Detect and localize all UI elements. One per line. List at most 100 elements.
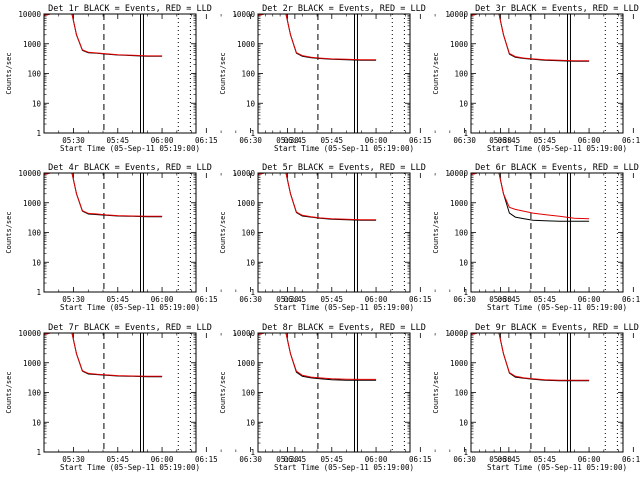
y-tick-label: 10 xyxy=(246,99,256,108)
plot-frame xyxy=(470,172,624,293)
plot-area xyxy=(258,173,405,292)
plot-frame xyxy=(257,13,411,134)
plot-frame xyxy=(43,13,197,134)
x-tick-label: 06:30 xyxy=(453,455,476,464)
y-tick-label: 100 xyxy=(27,389,41,398)
y-tick-label: 1 xyxy=(250,448,255,457)
y-tick-label: 1000 xyxy=(450,199,469,208)
lld-series-line xyxy=(471,173,590,220)
y-tick-label: 1000 xyxy=(23,359,42,368)
y-tick-label: 1000 xyxy=(23,199,42,208)
x-tick-label: 06:00 xyxy=(578,295,601,304)
events-series-line xyxy=(471,14,590,62)
x-tick-label: 05:30 xyxy=(62,455,85,464)
panel-title: Det 4r BLACK = Events, RED = LLD xyxy=(48,163,212,173)
plot-frame xyxy=(257,172,411,293)
x-tick-label: 06:30 xyxy=(453,136,476,145)
lld-series-line xyxy=(471,14,590,62)
x-tick-label: 06:15 xyxy=(409,295,432,304)
y-tick-label: 10000 xyxy=(232,329,255,338)
y-tick-label: 10 xyxy=(459,258,469,267)
panel-9: Det 9r BLACK = Events, RED = LLD Counts/s… xyxy=(432,323,640,472)
x-tick-label: 06:15 xyxy=(195,455,218,464)
plot-frame xyxy=(470,13,624,134)
y-tick-label: 1000 xyxy=(237,199,256,208)
plot-frame xyxy=(43,332,197,453)
panel-title: Det 3r BLACK = Events, RED = LLD xyxy=(475,4,639,14)
y-axis-label: Counts/sec xyxy=(432,371,440,413)
x-tick-label: 05:45 xyxy=(533,295,556,304)
x-axis-label: Start Time (05-Sep-11 05:19:00) xyxy=(274,303,414,312)
y-axis-label: Counts/sec xyxy=(5,371,13,413)
x-tick-label: 05:30 xyxy=(276,455,299,464)
plot-area xyxy=(44,14,191,133)
y-axis-label: Counts/sec xyxy=(432,52,440,94)
x-tick-label: 06:30 xyxy=(239,136,262,145)
panel-title: Det 9r BLACK = Events, RED = LLD xyxy=(475,323,639,333)
y-tick-label: 1 xyxy=(463,448,468,457)
plot-area xyxy=(44,173,191,292)
x-tick-label: 05:45 xyxy=(533,136,556,145)
panel-title: Det 5r BLACK = Events, RED = LLD xyxy=(262,163,426,173)
x-axis-label: Start Time (05-Sep-11 05:19:00) xyxy=(274,144,414,153)
y-tick-label: 100 xyxy=(241,229,255,238)
x-axis-label: Start Time (05-Sep-11 05:19:00) xyxy=(487,303,627,312)
y-tick-label: 100 xyxy=(241,389,255,398)
x-tick-label: 05:45 xyxy=(320,136,343,145)
x-axis-label: Start Time (05-Sep-11 05:19:00) xyxy=(487,144,627,153)
x-axis-label: Start Time (05-Sep-11 05:19:00) xyxy=(60,303,200,312)
lld-series-line xyxy=(258,173,377,221)
y-tick-label: 1000 xyxy=(23,40,42,49)
panel-7: Det 7r BLACK = Events, RED = LLD Counts/s… xyxy=(5,323,306,472)
y-tick-label: 1000 xyxy=(450,40,469,49)
x-axis-label: Start Time (05-Sep-11 05:19:00) xyxy=(60,463,200,472)
plot-area xyxy=(258,333,405,452)
y-tick-label: 100 xyxy=(454,229,468,238)
x-tick-label: 05:45 xyxy=(320,455,343,464)
x-tick-label: 05:45 xyxy=(106,295,129,304)
y-tick-label: 1000 xyxy=(237,40,256,49)
y-tick-label: 10000 xyxy=(445,329,468,338)
y-tick-label: 10000 xyxy=(18,329,41,338)
y-axis-label: Counts/sec xyxy=(5,52,13,94)
y-tick-label: 10000 xyxy=(232,169,255,178)
y-tick-label: 10000 xyxy=(18,10,41,19)
plot-area xyxy=(471,333,618,452)
events-series-line xyxy=(44,173,163,218)
y-tick-label: 10 xyxy=(459,418,469,427)
y-tick-label: 10000 xyxy=(18,169,41,178)
panel-4: Det 4r BLACK = Events, RED = LLD Counts/s… xyxy=(5,163,306,312)
panel-2: Det 2r BLACK = Events, RED = LLD Counts/s… xyxy=(219,4,520,153)
y-tick-label: 1000 xyxy=(237,359,256,368)
y-tick-label: 10 xyxy=(246,258,256,267)
panel-3: Det 3r BLACK = Events, RED = LLD Counts/s… xyxy=(432,4,640,153)
x-tick-label: 05:30 xyxy=(62,295,85,304)
x-tick-label: 05:30 xyxy=(276,136,299,145)
x-tick-label: 06:00 xyxy=(365,455,388,464)
x-tick-label: 05:30 xyxy=(489,455,512,464)
y-tick-label: 10000 xyxy=(232,10,255,19)
x-tick-label: 05:30 xyxy=(489,295,512,304)
events-series-line xyxy=(258,14,377,61)
x-tick-label: 06:45 xyxy=(284,295,307,304)
x-tick-label: 06:00 xyxy=(365,295,388,304)
lld-series-line xyxy=(471,333,590,381)
panel-5: Det 5r BLACK = Events, RED = LLD Counts/s… xyxy=(219,163,520,312)
x-tick-label: 06:30 xyxy=(239,455,262,464)
x-tick-label: 06:15 xyxy=(622,455,640,464)
lld-series-line xyxy=(258,14,377,61)
x-tick-label: 05:45 xyxy=(106,136,129,145)
y-tick-label: 1 xyxy=(36,448,41,457)
x-tick-label: 05:45 xyxy=(106,455,129,464)
lld-series-line xyxy=(44,14,163,57)
x-tick-label: 05:30 xyxy=(276,295,299,304)
y-axis-label: Counts/sec xyxy=(219,211,227,253)
panel-1: Det 1r BLACK = Events, RED = LLD Counts/s… xyxy=(5,4,306,153)
y-tick-label: 10 xyxy=(32,418,42,427)
events-series-line xyxy=(471,173,590,222)
x-tick-label: 06:15 xyxy=(622,295,640,304)
x-tick-label: 05:45 xyxy=(533,455,556,464)
y-tick-label: 100 xyxy=(27,229,41,238)
x-tick-label: 06:30 xyxy=(453,295,476,304)
x-tick-label: 05:45 xyxy=(320,295,343,304)
